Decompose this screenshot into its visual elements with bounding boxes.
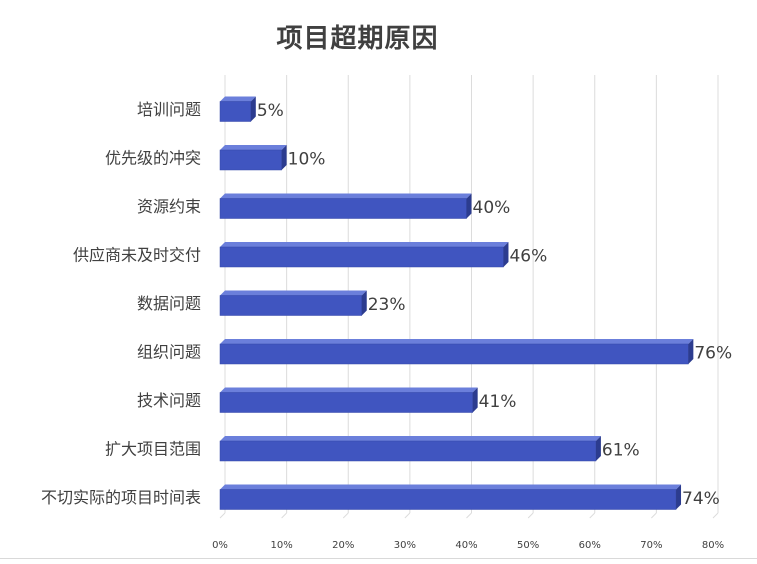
- gridline-floor: [219, 512, 226, 519]
- bar-side-face: [281, 145, 287, 170]
- category-label: 扩大项目范围: [105, 440, 201, 459]
- data-label: 5%: [257, 101, 284, 121]
- bar-side-face: [503, 242, 509, 267]
- x-tick-label: 80%: [702, 540, 724, 551]
- bar-top-face: [220, 96, 256, 102]
- data-label: 10%: [288, 150, 326, 170]
- x-tick-label: 30%: [394, 540, 416, 551]
- x-tick-label: 40%: [455, 540, 477, 551]
- x-tick-label: 0%: [212, 540, 228, 551]
- bar-side-face: [595, 436, 601, 461]
- bar-top-face: [220, 193, 472, 199]
- x-tick-label: 50%: [517, 540, 539, 551]
- bar: [219, 149, 282, 171]
- bar: [219, 295, 362, 316]
- data-label: 40%: [473, 198, 511, 218]
- category-label: 数据问题: [137, 294, 201, 313]
- x-tick-label: 70%: [640, 540, 662, 551]
- gridline-floor: [404, 512, 411, 519]
- chart-title: 项目超期原因: [276, 24, 439, 54]
- bar-top-face: [220, 339, 694, 344]
- bar-top-face: [220, 436, 601, 441]
- bar: [219, 343, 689, 365]
- category-label: 供应商未及时交付: [73, 246, 201, 265]
- bar: [219, 198, 467, 219]
- x-tick-label: 60%: [579, 540, 601, 551]
- bottom-divider: [0, 558, 757, 559]
- data-label: 41%: [479, 392, 517, 412]
- category-label: 资源约束: [137, 197, 201, 216]
- gridline-floor: [281, 512, 287, 519]
- bar-top-face: [220, 387, 478, 393]
- data-label: 76%: [694, 344, 732, 364]
- bar-side-face: [676, 484, 682, 510]
- gridline-floor: [527, 512, 534, 519]
- bar-top-face: [220, 145, 287, 150]
- bar: [219, 101, 252, 122]
- x-tick-label: 20%: [332, 540, 354, 551]
- gridline-floor: [589, 512, 596, 519]
- bar-side-face: [466, 193, 472, 219]
- category-label: 组织问题: [137, 343, 201, 362]
- bar: [219, 246, 504, 268]
- gridline-floor: [342, 512, 349, 519]
- category-label: 培训问题: [137, 100, 201, 119]
- data-label: 23%: [368, 295, 406, 315]
- gridline-floor: [466, 512, 472, 519]
- category-label: 不切实际的项目时间表: [41, 488, 201, 507]
- bar-side-face: [472, 387, 478, 413]
- bar: [219, 489, 677, 510]
- data-label: 74%: [682, 489, 720, 509]
- bar-side-face: [688, 339, 694, 364]
- bar-side-face: [361, 290, 367, 316]
- bar-side-face: [250, 96, 256, 122]
- data-label: 61%: [602, 441, 640, 461]
- gridline-floor: [651, 512, 657, 519]
- data-label: 46%: [509, 247, 547, 267]
- category-label: 技术问题: [137, 391, 201, 410]
- gridline-floor: [712, 512, 719, 519]
- bar-top-face: [220, 484, 682, 490]
- bar-top-face: [220, 290, 367, 296]
- bar: [219, 392, 473, 413]
- x-tick-label: 10%: [271, 540, 293, 551]
- bar-top-face: [220, 242, 509, 247]
- bar: [219, 440, 597, 462]
- category-label: 优先级的冲突: [105, 149, 201, 168]
